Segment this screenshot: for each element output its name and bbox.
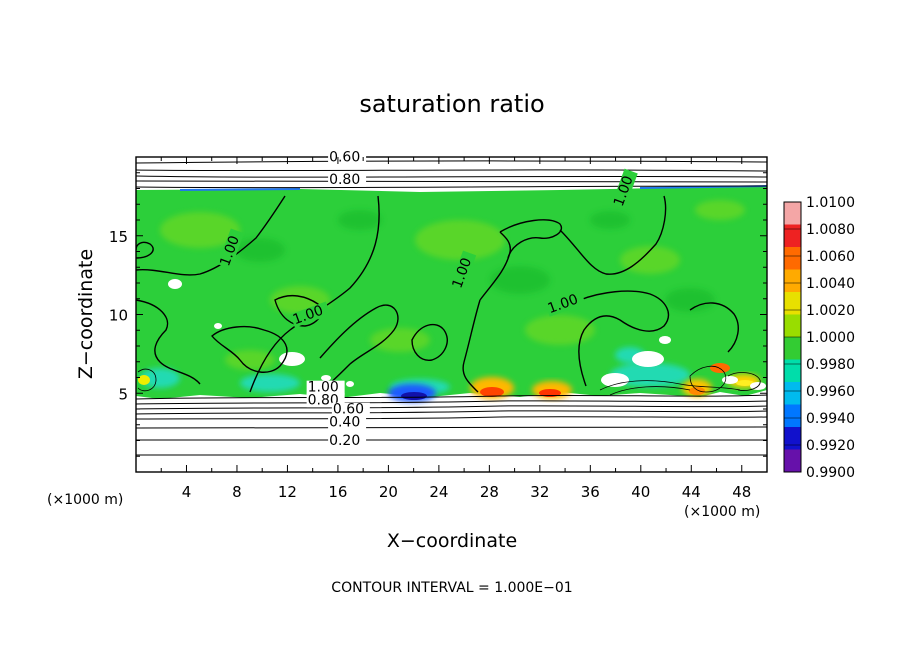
x-tick-label: 36 bbox=[581, 483, 600, 501]
contour-label-bg bbox=[328, 172, 367, 187]
chart-title: saturation ratio bbox=[359, 90, 544, 118]
contour-label-bg bbox=[328, 434, 367, 449]
colorbar-level-label: 0.9920 bbox=[806, 438, 855, 454]
colorbar-level-label: 0.9960 bbox=[806, 384, 855, 400]
colorbar-level-label: 1.0040 bbox=[806, 276, 855, 292]
y-tick-label: 15 bbox=[109, 228, 128, 246]
yellow-spot bbox=[138, 375, 150, 385]
colorbar-level-label: 0.9980 bbox=[806, 357, 855, 373]
colorbar-level-label: 1.0080 bbox=[806, 222, 855, 238]
contour-label-bg bbox=[217, 228, 245, 270]
colorbar-swatch bbox=[784, 314, 801, 338]
contour-label-bg bbox=[290, 301, 331, 328]
colorbar-swatch bbox=[784, 202, 801, 225]
supersaturated-patch-1 bbox=[470, 377, 514, 399]
dry-pockets bbox=[168, 279, 766, 390]
subsaturated-core-1 bbox=[401, 392, 427, 400]
moist-layer-fill bbox=[136, 186, 767, 399]
contour-label-bg bbox=[611, 168, 638, 210]
x-axis-ticks: 4 8 12 16 20 24 28 32 36 40 44 48 bbox=[160, 157, 751, 501]
colorbar-level-label: 0.9900 bbox=[806, 465, 855, 481]
texture-light bbox=[160, 200, 745, 370]
contour-label: 0.60 bbox=[333, 402, 364, 418]
x-tick-label: 8 bbox=[232, 483, 242, 501]
colorbar-swatch bbox=[784, 404, 801, 428]
y-axis-label: Z−coordinate bbox=[75, 249, 97, 379]
contour-label-bg bbox=[450, 250, 477, 292]
contour-label: 0.20 bbox=[329, 433, 360, 449]
colorbar-level-label: 1.0020 bbox=[806, 303, 855, 319]
colorbar-level-label: 1.0060 bbox=[806, 249, 855, 265]
x-tick-label: 40 bbox=[631, 483, 650, 501]
x-tick-label: 32 bbox=[530, 483, 549, 501]
supersaturated-patch-3 bbox=[682, 379, 712, 397]
x-tick-label: 44 bbox=[682, 483, 701, 501]
contour-label: 0.60 bbox=[329, 150, 360, 166]
contour-label: 0.80 bbox=[329, 172, 360, 188]
lower-contours bbox=[136, 394, 767, 456]
contour-label-bg bbox=[331, 402, 370, 417]
colorbar-swatch bbox=[784, 247, 801, 270]
x-tick-label: 20 bbox=[379, 483, 398, 501]
colorbar-swatch bbox=[784, 224, 801, 248]
colorbar-level-label: 1.0100 bbox=[806, 195, 855, 211]
colorbar-swatch bbox=[784, 359, 801, 383]
y-tick-label: 10 bbox=[109, 307, 128, 325]
x-tick-label: 12 bbox=[278, 483, 297, 501]
contour-label-bg bbox=[545, 290, 586, 317]
texture-dark bbox=[235, 210, 715, 312]
supersaturated-patch-2 bbox=[532, 381, 572, 399]
colorbar-level-label: 0.9940 bbox=[806, 411, 855, 427]
y-tick-label: 5 bbox=[118, 385, 128, 403]
contour-label: 0.80 bbox=[308, 392, 339, 408]
colorbar-swatch bbox=[784, 427, 801, 450]
x-tick-label: 28 bbox=[480, 483, 499, 501]
colorbar-swatch bbox=[784, 269, 801, 293]
x-tick-label: 4 bbox=[182, 483, 192, 501]
base-fine-contours bbox=[137, 365, 761, 396]
colorbar-swatch bbox=[784, 292, 801, 315]
contour-label-bg bbox=[306, 380, 345, 395]
colorbar-swatch bbox=[784, 337, 801, 360]
colorbar: 1.0100 1.0080 1.0060 1.0040 1.0020 1.0000 0.99… bbox=[783, 195, 855, 481]
contour-label: 0.40 bbox=[329, 414, 360, 430]
plot-area bbox=[136, 157, 767, 472]
y-axis-ticks: 5 10 15 bbox=[109, 172, 767, 457]
x-tick-label: 24 bbox=[429, 483, 448, 501]
upper-contours bbox=[136, 160, 767, 189]
x-axis-label: X−coordinate bbox=[387, 530, 517, 552]
x-tick-label: 16 bbox=[328, 483, 347, 501]
contour-label: 1.00 bbox=[308, 380, 339, 396]
x-unit-label: (×1000 m) bbox=[684, 504, 760, 520]
x-tick-label: 48 bbox=[732, 483, 751, 501]
y-unit-label: (×1000 m) bbox=[47, 492, 123, 508]
colorbar-swatch bbox=[784, 382, 801, 405]
contour-label-bg bbox=[328, 415, 367, 430]
contour-interval-note: CONTOUR INTERVAL = 1.000E−01 bbox=[331, 580, 572, 596]
colorbar-swatch bbox=[784, 449, 801, 473]
colorbar-level-label: 1.0000 bbox=[806, 330, 855, 346]
